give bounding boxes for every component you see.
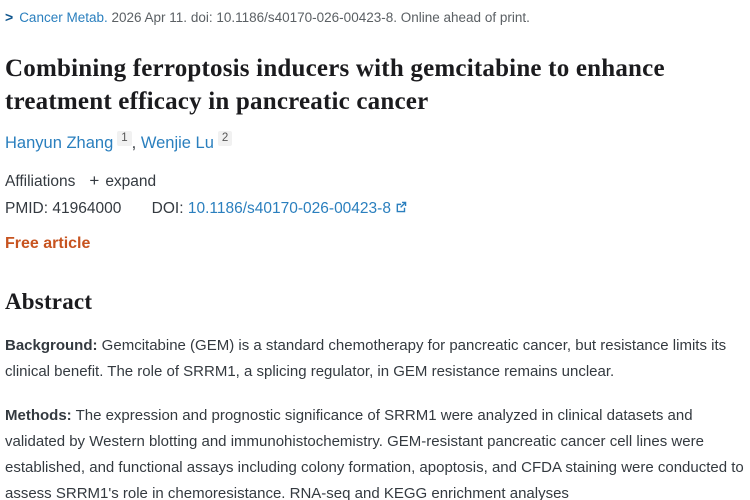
page-title: Combining ferroptosis inducers with gemc… <box>5 55 665 115</box>
authors-row: Hanyun Zhang 1, Wenjie Lu 2 <box>5 131 746 153</box>
author-separator: , <box>131 134 141 152</box>
affiliations-label: Affiliations <box>5 173 76 190</box>
citation-text: 2026 Apr 11. doi: 10.1186/s40170-026-004… <box>111 10 397 25</box>
author-link-2[interactable]: Wenjie Lu <box>140 134 214 152</box>
pmid-value: 41964000 <box>52 200 122 217</box>
affiliations-row: Affiliations + expand <box>5 171 746 191</box>
author-link-1[interactable]: Hanyun Zhang <box>5 134 114 152</box>
breadcrumb: > Cancer Metab. 2026 Apr 11. doi: 10.1186… <box>5 8 746 27</box>
methods-text: The expression and prognostic significan… <box>5 407 744 500</box>
doi-group: DOI: 10.1186/s40170-026-00423-8 <box>152 200 408 217</box>
author-affiliation-badge-1[interactable]: 1 <box>117 131 132 146</box>
author-affiliation-badge-2[interactable]: 2 <box>217 131 233 146</box>
affiliations-expand-button[interactable]: + expand <box>89 171 157 190</box>
chevron-right-icon[interactable]: > <box>5 9 14 25</box>
background-label: Background: <box>5 337 98 354</box>
journal-link[interactable]: Cancer Metab. <box>19 10 108 25</box>
epub-status-text: Online ahead of print. <box>400 10 530 25</box>
pmid-label: PMID: <box>5 200 49 217</box>
external-link-icon <box>394 200 408 219</box>
free-article-badge: Free article <box>5 235 91 252</box>
abstract-background-paragraph: Background: Gemcitabine (GEM) is a stand… <box>5 333 746 385</box>
identifiers-row: PMID: 41964000 DOI: 10.1186/s40170-026-0… <box>5 200 746 219</box>
background-text: Gemcitabine (GEM) is a standard chemothe… <box>5 337 727 380</box>
expand-label: expand <box>105 173 157 190</box>
doi-label: DOI: <box>151 200 184 217</box>
abstract-heading: Abstract <box>5 289 93 314</box>
doi-link[interactable]: 10.1186/s40170-026-00423-8 <box>188 200 408 217</box>
methods-label: Methods: <box>5 407 72 424</box>
plus-icon: + <box>89 171 100 190</box>
abstract-methods-paragraph: Methods: The expression and prognostic s… <box>5 403 746 500</box>
doi-value: 10.1186/s40170-026-00423-8 <box>187 200 391 217</box>
